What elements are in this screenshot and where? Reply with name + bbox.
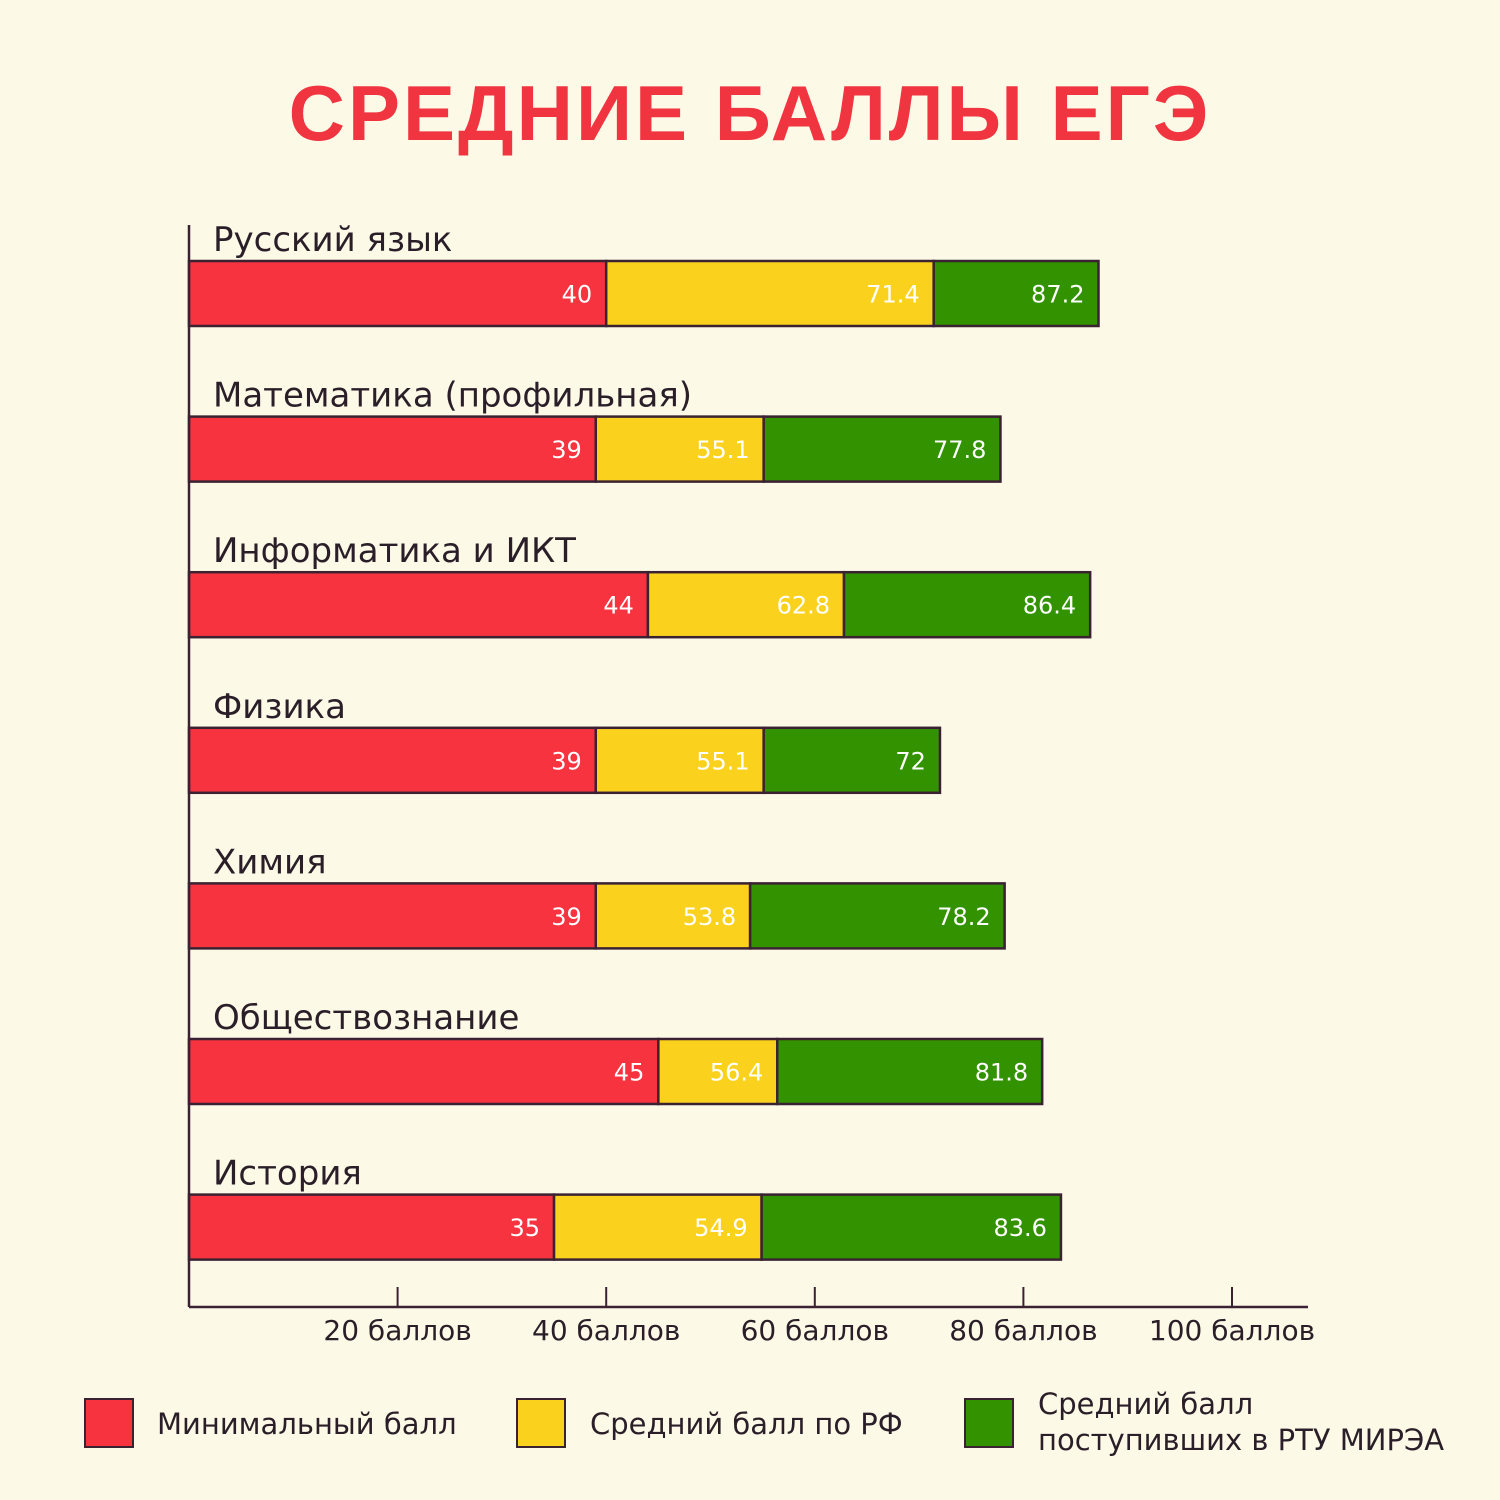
category-label: История: [213, 1154, 362, 1194]
legend-swatch-mirea: [964, 1398, 1014, 1448]
bar-segment-mirea: [760, 1193, 1063, 1261]
category-label: Русский язык: [213, 220, 452, 260]
data-label: 72: [895, 747, 926, 775]
category-label: Физика: [213, 687, 346, 727]
bar-segment-min: [187, 415, 598, 483]
bar-segment-mirea: [932, 259, 1100, 328]
bar-segment-rf: [552, 1193, 763, 1261]
bar-segment-min: [187, 726, 598, 795]
x-tick-label: 100 баллов: [1149, 1314, 1315, 1347]
legend-label-mirea-line1: Средний балл: [1038, 1387, 1254, 1421]
category-label: Информатика и ИКТ: [213, 531, 576, 571]
chart-title: СРЕДНИЕ БАЛЛЫ ЕГЭ: [288, 69, 1212, 157]
legend-label-min: Минимальный балл: [157, 1407, 457, 1441]
data-label: 53.8: [683, 903, 736, 931]
bar-segment-mirea: [748, 882, 1006, 950]
data-label: 40: [562, 281, 593, 309]
bar-segment-min: [187, 882, 598, 950]
legend-label-mirea-line2: поступивших в РТУ МИРЭА: [1038, 1423, 1445, 1457]
bar-segment-mirea: [762, 726, 942, 795]
data-label: 39: [551, 436, 582, 464]
legend-label-rf: Средний балл по РФ: [590, 1407, 903, 1441]
data-label: 55.1: [696, 747, 749, 775]
data-label: 62.8: [777, 592, 830, 620]
bar-segment-rf: [594, 882, 752, 950]
bar-segment-mirea: [762, 415, 1002, 483]
data-label: 55.1: [696, 436, 749, 464]
bar-segment-min: [187, 259, 608, 328]
category-label: Обществознание: [213, 998, 519, 1038]
bar-segment-rf: [594, 415, 765, 483]
data-label: 54.9: [694, 1214, 747, 1242]
bar-chart: Русский язык 40 71.4 87.2 Математика (профил…: [187, 220, 1315, 1347]
bar-segment-min: [187, 1037, 660, 1106]
bar-segment-mirea: [776, 1037, 1044, 1106]
bar-segment-mirea: [842, 570, 1092, 639]
data-label: 39: [551, 903, 582, 931]
x-tick-label: 40 баллов: [532, 1314, 680, 1347]
bar-segment-min: [187, 1193, 556, 1261]
data-label: 77.8: [933, 436, 986, 464]
data-label: 44: [603, 592, 634, 620]
legend-swatch-rf: [516, 1398, 566, 1448]
bar-segment-min: [187, 570, 650, 639]
data-label: 35: [510, 1214, 541, 1242]
data-label: 83.6: [994, 1214, 1047, 1242]
x-tick-label: 20 баллов: [323, 1314, 471, 1347]
category-label: Химия: [213, 842, 327, 882]
x-tick-label: 60 баллов: [741, 1314, 889, 1347]
bar-segment-rf: [604, 259, 935, 328]
data-label: 86.4: [1023, 592, 1076, 620]
data-label: 71.4: [866, 281, 919, 309]
data-label: 39: [551, 747, 582, 775]
data-label: 87.2: [1031, 281, 1084, 309]
data-label: 45: [614, 1059, 645, 1087]
x-tick-label: 80 баллов: [949, 1314, 1097, 1347]
legend-swatch-min: [84, 1398, 134, 1448]
bar-segment-rf: [657, 1037, 779, 1106]
data-label: 78.2: [937, 903, 990, 931]
category-label: Математика (профильная): [213, 376, 692, 416]
bar-segment-rf: [646, 570, 846, 639]
data-label: 81.8: [975, 1059, 1028, 1087]
data-label: 56.4: [710, 1059, 763, 1087]
